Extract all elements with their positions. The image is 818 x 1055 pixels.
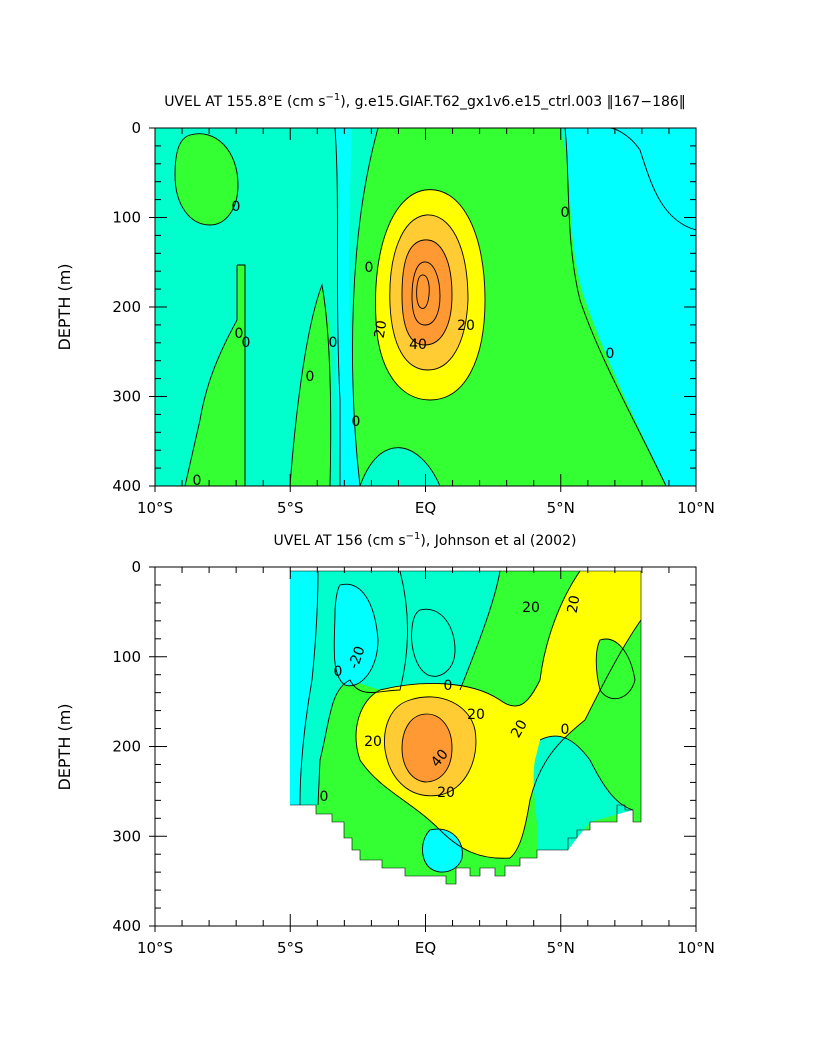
contour-line (609, 128, 696, 231)
x-tick-label: 5°N (547, 499, 575, 517)
x-tick-label: EQ (415, 499, 436, 517)
contour-label: 0 (561, 205, 570, 221)
panel-top-ylabel: DEPTH (m) (55, 263, 74, 350)
contour-label: 20 (508, 717, 531, 740)
contour-label: 0 (320, 789, 329, 805)
contour-line (334, 128, 341, 486)
panel-top-contour-labels: 0 0 0 0 0 0 0 0 0 20 20 40 0 (193, 199, 615, 489)
panel-top-contour-fill (155, 128, 696, 486)
x-tick-label: EQ (415, 939, 436, 957)
panel-top-contour-lines (174, 128, 696, 486)
contour-label: 0 (242, 335, 251, 351)
fill-green-blob-nw (175, 133, 238, 225)
panel-bottom-ylabel: DEPTH (m) (55, 703, 74, 790)
contour-line (379, 570, 581, 707)
y-tick-label: 400 (112, 477, 141, 495)
contour-line (389, 214, 469, 371)
panel-bottom-contour-lines (290, 570, 642, 885)
contour-label: 0 (232, 199, 241, 215)
contour-line (401, 713, 453, 783)
fill-orange-core (402, 714, 452, 782)
contour-label: 0 (365, 260, 374, 276)
contour-line (184, 265, 238, 486)
x-tick-label: 5°N (547, 939, 575, 957)
fill-cyan-east (565, 128, 696, 486)
y-tick-label: 200 (112, 298, 141, 316)
fill-green-thin-bar (237, 265, 245, 486)
panel-bottom: UVEL AT 156 (cm s−1), Johnson et al (200… (55, 531, 715, 957)
contour-label: 0 (306, 369, 315, 385)
y-tick-label: 100 (112, 648, 141, 666)
contour-line (401, 239, 453, 346)
panel-top-title: UVEL AT 155.8°E (cm s−1), g.e15.GIAF.T62… (164, 92, 686, 110)
contour-line (411, 608, 456, 677)
contour-line (352, 128, 379, 486)
contour-line (459, 570, 501, 691)
contour-label: 0 (334, 664, 343, 680)
fill-cyan-west (290, 571, 318, 805)
contour-label: 20 (372, 319, 391, 339)
x-tick-label: 5°S (277, 939, 304, 957)
contour-label: 20 (364, 734, 382, 750)
y-tick-label: 200 (112, 738, 141, 756)
contour-line (384, 696, 477, 797)
contour-line (422, 828, 463, 873)
contour-line (174, 133, 239, 226)
panel-top: UVEL AT 155.8°E (cm s−1), g.e15.GIAF.T62… (55, 92, 715, 517)
contour-line (290, 570, 642, 885)
contour-label: -20 (346, 644, 369, 671)
contour-label: 20 (522, 600, 540, 616)
fill-orange-core (402, 239, 452, 345)
contour-line (299, 570, 319, 806)
contour-label: 40 (409, 337, 427, 353)
contour-line (359, 447, 441, 486)
contour-line (595, 638, 636, 700)
y-tick-label: 100 (112, 209, 141, 227)
contour-label: 0 (235, 326, 244, 342)
contour-label: 0 (352, 414, 361, 430)
contour-label: 0 (606, 346, 615, 362)
fill-aqua-east (533, 736, 633, 850)
contour-label: 20 (437, 785, 455, 801)
x-tick-label: 10°S (137, 499, 173, 517)
contour-label: 0 (193, 473, 202, 489)
y-tick-label: 300 (112, 388, 141, 406)
contour-label: 20 (457, 318, 475, 334)
panel-bottom-contour-labels: 0 0 0 0 -20 20 20 20 20 20 20 40 (320, 594, 584, 805)
contour-line (237, 264, 246, 486)
contour-label: 0 (444, 678, 453, 694)
fill-aqua-mid (400, 571, 500, 693)
contour-line (375, 189, 486, 401)
x-tick-label: 10°S (137, 939, 173, 957)
contour-line (539, 735, 634, 811)
contour-line (289, 283, 332, 486)
contour-label: 0 (329, 335, 338, 351)
contour-line (355, 619, 642, 859)
contour-label: 20 (467, 707, 485, 723)
contour-label: 20 (565, 594, 584, 614)
fill-cyan-upper (334, 584, 378, 686)
contour-label: 0 (561, 722, 570, 738)
contour-line (317, 570, 408, 806)
y-tick-label: 400 (112, 917, 141, 935)
fill-green-east-lobe (596, 639, 635, 699)
fill-cyan-south (422, 829, 463, 873)
contour-line (333, 583, 379, 687)
contour-line (564, 128, 667, 486)
x-tick-label: 5°S (277, 499, 304, 517)
y-tick-label: 0 (131, 558, 141, 576)
contour-line (411, 261, 441, 326)
y-tick-label: 0 (131, 119, 141, 137)
y-tick-label: 300 (112, 827, 141, 845)
x-tick-label: 10°N (677, 939, 715, 957)
panel-bottom-contour-fill (290, 571, 641, 884)
fill-green-mid-strip (290, 285, 331, 486)
x-tick-label: 10°N (677, 499, 715, 517)
panel-bottom-title: UVEL AT 156 (cm s−1), Johnson et al (200… (274, 531, 577, 549)
contour-line (416, 274, 430, 309)
